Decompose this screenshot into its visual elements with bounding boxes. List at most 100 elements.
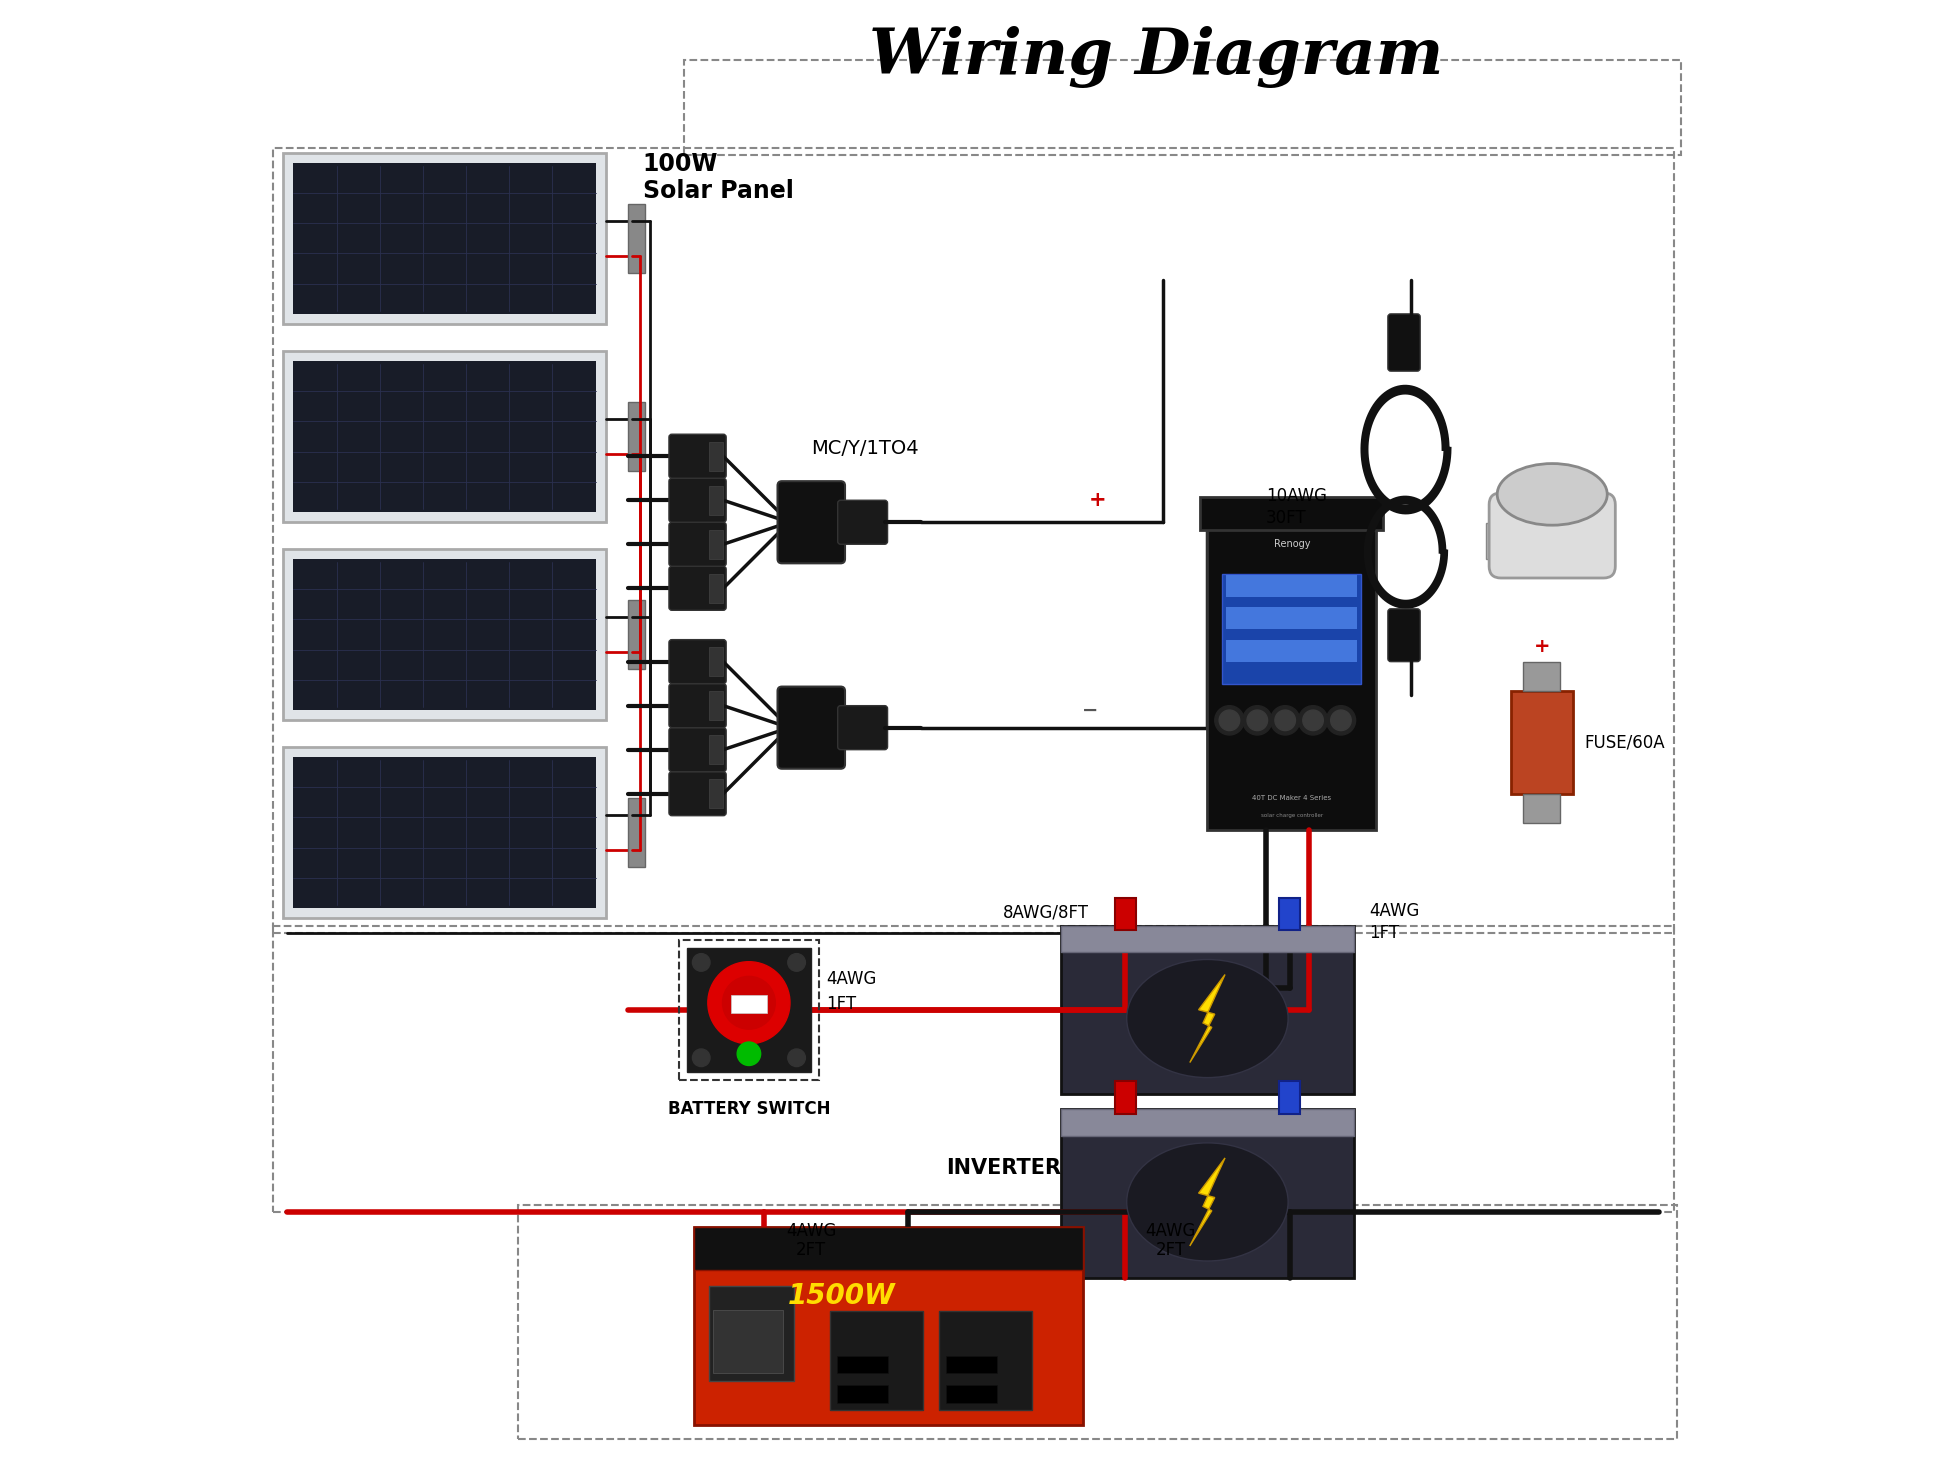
- Bar: [710, 441, 723, 470]
- Bar: [1115, 898, 1135, 931]
- FancyBboxPatch shape: [668, 522, 725, 566]
- Text: BATTERY SWITCH: BATTERY SWITCH: [668, 1100, 831, 1119]
- Circle shape: [1215, 706, 1245, 735]
- Text: 4AWG: 4AWG: [1368, 903, 1419, 920]
- Circle shape: [788, 954, 806, 972]
- Bar: [1486, 523, 1595, 559]
- Bar: [1060, 926, 1354, 953]
- Bar: [294, 163, 596, 315]
- FancyBboxPatch shape: [668, 728, 725, 772]
- Bar: [627, 798, 645, 867]
- Text: −: −: [1082, 701, 1098, 719]
- Bar: [1227, 575, 1356, 597]
- Circle shape: [737, 1042, 760, 1066]
- Text: 8AWG/8FT: 8AWG/8FT: [1004, 904, 1090, 922]
- Bar: [282, 153, 606, 325]
- Bar: [713, 1310, 782, 1373]
- Circle shape: [1243, 706, 1272, 735]
- Bar: [1511, 691, 1572, 794]
- Text: Wiring Diagram: Wiring Diagram: [868, 26, 1443, 88]
- Circle shape: [1331, 710, 1350, 731]
- Bar: [1280, 898, 1299, 931]
- Circle shape: [1298, 706, 1327, 735]
- FancyBboxPatch shape: [1490, 492, 1615, 578]
- Text: 1500W: 1500W: [788, 1282, 896, 1310]
- Bar: [1280, 1082, 1299, 1114]
- Bar: [829, 1311, 923, 1410]
- Bar: [684, 60, 1682, 156]
- FancyBboxPatch shape: [668, 478, 725, 522]
- Bar: [710, 735, 723, 764]
- Text: +: +: [1088, 490, 1105, 510]
- Text: FUSE/60A: FUSE/60A: [1584, 734, 1666, 751]
- Bar: [272, 148, 1674, 933]
- Bar: [294, 360, 596, 512]
- Text: 1FT: 1FT: [1368, 925, 1399, 942]
- Bar: [517, 1204, 1678, 1439]
- Circle shape: [723, 976, 776, 1029]
- Bar: [710, 691, 723, 720]
- Bar: [1207, 507, 1376, 831]
- Text: MC/Y/1TO4: MC/Y/1TO4: [811, 440, 919, 459]
- Text: 4AWG: 4AWG: [825, 970, 876, 988]
- Bar: [282, 350, 606, 522]
- FancyBboxPatch shape: [668, 684, 725, 728]
- Bar: [710, 1286, 794, 1380]
- Bar: [1060, 1110, 1354, 1277]
- Circle shape: [708, 961, 790, 1044]
- Bar: [1115, 1082, 1135, 1114]
- Bar: [680, 941, 819, 1080]
- Circle shape: [788, 1050, 806, 1067]
- Bar: [1223, 573, 1362, 684]
- Bar: [294, 757, 596, 908]
- FancyBboxPatch shape: [1388, 609, 1421, 662]
- Bar: [282, 548, 606, 720]
- FancyBboxPatch shape: [668, 772, 725, 816]
- Ellipse shape: [1127, 1142, 1288, 1261]
- Bar: [1523, 662, 1560, 691]
- Bar: [710, 529, 723, 559]
- FancyBboxPatch shape: [668, 639, 725, 684]
- Ellipse shape: [1127, 960, 1288, 1078]
- Bar: [1060, 926, 1354, 1095]
- Circle shape: [1327, 706, 1356, 735]
- Bar: [710, 647, 723, 676]
- Bar: [1200, 497, 1384, 529]
- Bar: [282, 747, 606, 919]
- Circle shape: [1270, 706, 1299, 735]
- Polygon shape: [1190, 1158, 1225, 1247]
- Bar: [1227, 607, 1356, 629]
- FancyBboxPatch shape: [837, 706, 888, 750]
- Bar: [947, 1355, 998, 1373]
- Bar: [686, 948, 811, 1073]
- Text: INVERTER: INVERTER: [947, 1158, 1062, 1177]
- Bar: [939, 1311, 1033, 1410]
- Bar: [694, 1226, 1082, 1270]
- Text: Renogy: Renogy: [1274, 539, 1309, 550]
- Text: 4AWG: 4AWG: [1145, 1222, 1196, 1239]
- Bar: [947, 1385, 998, 1402]
- Circle shape: [1274, 710, 1296, 731]
- Text: 100W
Solar Panel: 100W Solar Panel: [643, 151, 794, 203]
- FancyBboxPatch shape: [778, 686, 845, 769]
- Bar: [731, 995, 766, 1013]
- Bar: [294, 559, 596, 710]
- Bar: [1523, 794, 1560, 823]
- Ellipse shape: [1497, 463, 1607, 525]
- Circle shape: [692, 954, 710, 972]
- Bar: [710, 779, 723, 808]
- FancyBboxPatch shape: [778, 481, 845, 563]
- FancyBboxPatch shape: [1388, 315, 1421, 370]
- Bar: [627, 403, 645, 470]
- Text: 2FT: 2FT: [796, 1241, 827, 1258]
- Bar: [627, 600, 645, 669]
- Text: 30FT: 30FT: [1266, 509, 1307, 526]
- Polygon shape: [1190, 975, 1225, 1063]
- Circle shape: [1247, 710, 1268, 731]
- Text: 10AWG: 10AWG: [1266, 487, 1327, 504]
- FancyBboxPatch shape: [837, 500, 888, 544]
- Bar: [272, 926, 1674, 1211]
- Text: 1FT: 1FT: [825, 995, 857, 1013]
- Bar: [1060, 1110, 1354, 1135]
- Bar: [694, 1226, 1082, 1424]
